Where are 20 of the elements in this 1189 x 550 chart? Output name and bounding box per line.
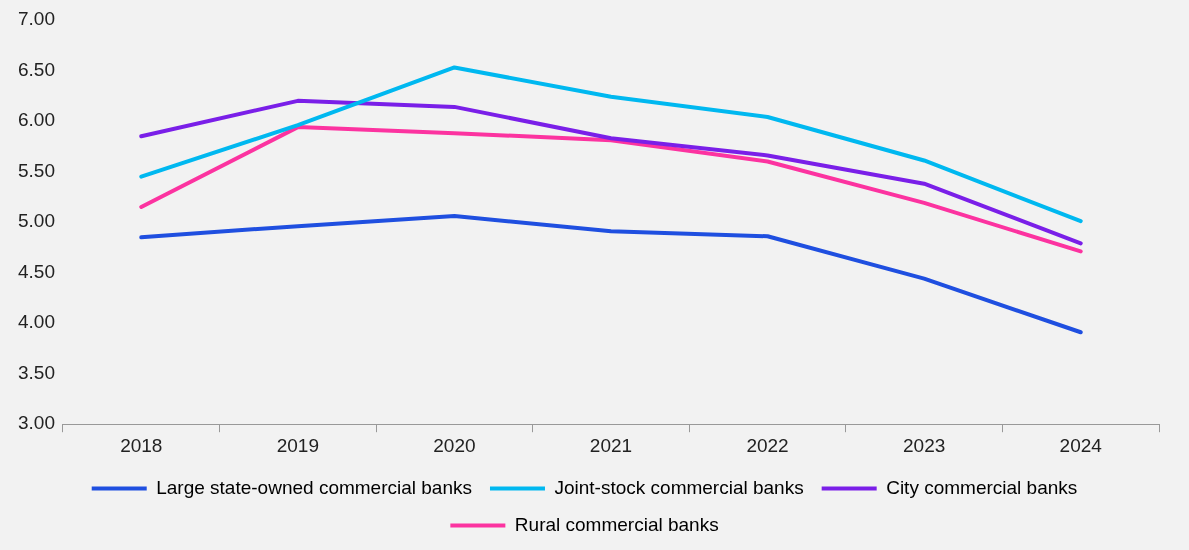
x-tick-label: 2020 (433, 434, 476, 456)
legend-label: Rural commercial banks (514, 513, 719, 535)
x-tick-label: 2018 (120, 434, 163, 456)
x-tick-label: 2019 (276, 434, 319, 456)
y-tick-label: 3.00 (18, 412, 55, 434)
y-tick-label: 5.00 (18, 210, 55, 232)
x-tick-label: 2022 (746, 434, 789, 456)
y-tick-label: 7.00 (18, 8, 55, 30)
y-tick-label: 4.00 (18, 311, 55, 333)
x-tick-label: 2023 (903, 434, 946, 456)
legend-label: Large state-owned commercial banks (156, 476, 472, 498)
legend-label: City commercial banks (886, 476, 1078, 498)
x-tick-label: 2024 (1059, 434, 1103, 456)
y-tick-label: 6.00 (18, 109, 55, 131)
y-tick-label: 6.50 (18, 58, 55, 80)
y-tick-label: 4.50 (18, 260, 55, 282)
y-tick-label: 5.50 (18, 159, 55, 181)
x-tick-label: 2021 (589, 434, 633, 456)
y-tick-label: 3.50 (18, 361, 55, 383)
legend-label: Joint-stock commercial banks (554, 476, 804, 498)
